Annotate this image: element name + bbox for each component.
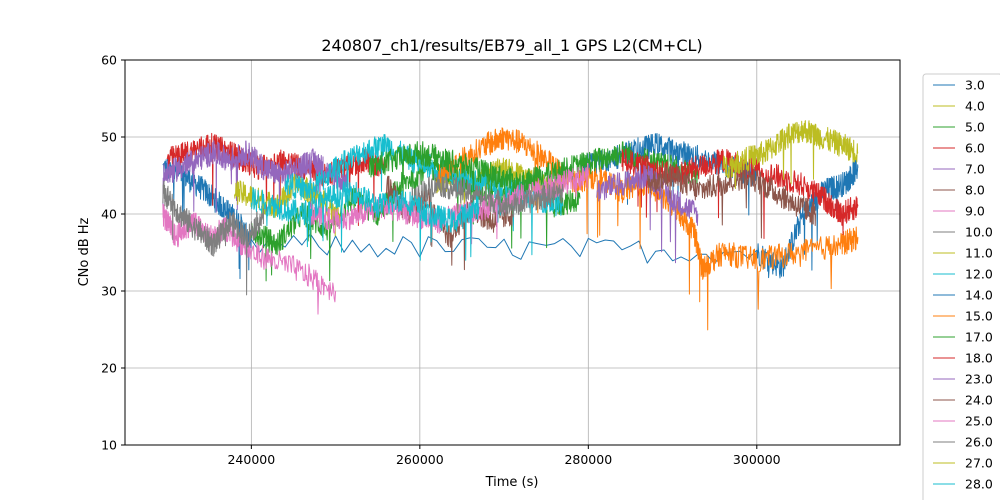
legend-entry-label: 8.0 (965, 183, 985, 198)
legend-frame (922, 73, 1000, 500)
y-tick-label: 50 (101, 130, 117, 145)
series-line-26-0 (410, 173, 564, 246)
series-line-10-0 (162, 180, 265, 296)
y-tick-label: 60 (101, 53, 117, 68)
x-tick-label: 280000 (564, 452, 612, 467)
series-line-23-0 (596, 164, 699, 264)
legend-entry-label: 25.0 (965, 414, 993, 429)
y-tick-label: 20 (101, 361, 117, 376)
chart-title: 240807_ch1/results/EB79_all_1 GPS L2(CM+… (321, 36, 702, 56)
legend: 3.0 4.0 5.0 6.0 7.0 8.0 9.0 10.0 11.0 12.0 14.0 15.… (922, 73, 1000, 500)
legend-entry-label: 18.0 (965, 351, 993, 366)
y-tick-label: 30 (101, 284, 117, 299)
tick-layer: 240000 260000 280000 300000 10 20 30 40 50 60 (101, 53, 781, 468)
x-tick-label: 300000 (733, 452, 781, 467)
series-line-7-0 (162, 140, 349, 228)
legend-entry-label: 17.0 (965, 330, 993, 345)
legend-entry-label: 23.0 (965, 372, 993, 387)
legend-entry-label: 24.0 (965, 393, 993, 408)
y-axis-label: CNo dB Hz (77, 217, 92, 286)
x-tick-label: 240000 (227, 452, 275, 467)
legend-entry-label: 12.0 (965, 267, 993, 282)
legend-entry-label: 5.0 (965, 120, 985, 135)
legend-entry-label: 4.0 (965, 99, 985, 114)
series-line-28-0 (250, 179, 480, 261)
legend-entry-label: 10.0 (965, 225, 993, 240)
y-tick-label: 40 (101, 207, 117, 222)
legend-entry-label: 28.0 (965, 477, 993, 492)
x-axis-label: Time (s) (485, 475, 539, 490)
legend-entry-label: 26.0 (965, 435, 993, 450)
y-tick-label: 10 (101, 438, 117, 453)
legend-entry-label: 7.0 (965, 162, 985, 177)
series-line-27-0 (722, 120, 859, 189)
legend-entry-label: 3.0 (965, 78, 985, 93)
x-tick-label: 260000 (396, 452, 444, 467)
legend-entry-label: 11.0 (965, 246, 993, 261)
legend-entry-label: 15.0 (965, 309, 993, 324)
legend-entry-label: 6.0 (965, 141, 985, 156)
series-line-3-0 (162, 158, 859, 280)
legend-entry-label: 27.0 (965, 456, 993, 471)
legend-entry-label: 14.0 (965, 288, 993, 303)
series-line-17-0 (368, 141, 699, 239)
plot-layer (162, 120, 859, 331)
legend-entry-label: 9.0 (965, 204, 985, 219)
plot-area-border (124, 59, 901, 446)
